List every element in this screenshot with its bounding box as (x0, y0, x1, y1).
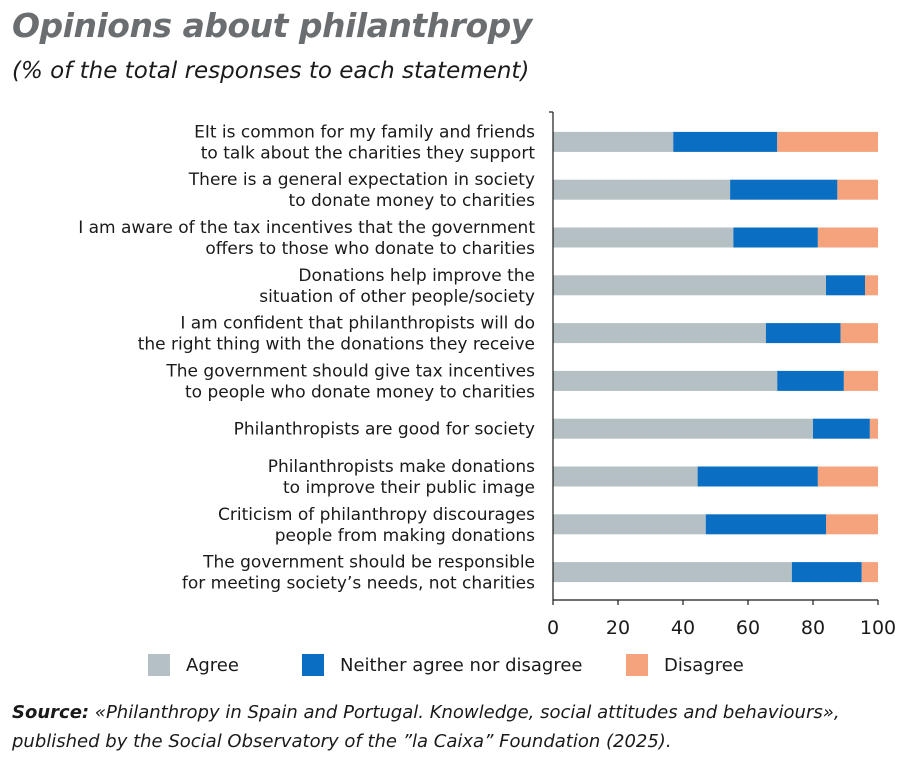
x-tick-label-0: 0 (547, 617, 559, 639)
bar-agree-9 (553, 562, 792, 583)
bar-disagree-6 (869, 418, 878, 439)
bar-neutral-1 (730, 179, 838, 200)
bar-disagree-2 (817, 227, 878, 248)
bar-neutral-4 (765, 323, 841, 344)
legend: Agree Neither agree nor disagree Disagre… (0, 654, 900, 680)
bar-disagree-3 (865, 275, 878, 296)
bar-agree-5 (553, 370, 778, 391)
legend-item-agree: Agree (148, 654, 239, 676)
category-label-9: The government should be responsible for … (182, 553, 535, 594)
legend-swatch-agree (148, 654, 170, 676)
stacked-bar-chart: EIt is common for my family and friends t… (78, 111, 896, 639)
bar-neutral-7 (697, 466, 818, 487)
bar-agree-8 (553, 514, 706, 535)
legend-item-disagree: Disagree (626, 654, 744, 676)
x-tick-label-4: 80 (801, 617, 825, 639)
source-text: «Philanthropy in Spain and Portugal. Kno… (12, 702, 840, 752)
category-label-3: Donations help improve the situation of o… (259, 266, 535, 307)
legend-label-disagree: Disagree (664, 654, 744, 676)
bar-agree-7 (553, 466, 698, 487)
bar-neutral-3 (826, 275, 865, 296)
category-label-7: Philanthropists make donations to improve… (268, 457, 535, 498)
bar-disagree-5 (843, 370, 878, 391)
legend-label-neutral: Neither agree nor disagree (340, 654, 583, 676)
legend-swatch-neutral (302, 654, 324, 676)
source-note: Source: «Philanthropy in Spain and Portu… (12, 698, 892, 756)
bar-agree-4 (553, 323, 766, 344)
category-label-6: Philanthropists are good for society (234, 420, 535, 440)
bar-disagree-7 (817, 466, 878, 487)
bar-agree-2 (553, 227, 734, 248)
bar-agree-1 (553, 179, 731, 200)
bar-neutral-5 (777, 370, 844, 391)
legend-swatch-disagree (626, 654, 648, 676)
bar-agree-6 (553, 418, 813, 439)
category-label-4: I am confident that philanthropists will… (138, 314, 535, 355)
bar-disagree-1 (837, 179, 878, 200)
legend-label-agree: Agree (186, 654, 239, 676)
bar-agree-3 (553, 275, 826, 296)
bar-disagree-0 (777, 131, 878, 152)
source-label: Source: (12, 702, 90, 723)
chart-title: Opinions about philanthropy (12, 6, 532, 45)
x-tick-label-5: 100 (860, 617, 896, 639)
bar-disagree-8 (826, 514, 878, 535)
category-label-8: Criticism of philanthropy discourages peo… (218, 505, 535, 546)
chart-subtitle: (% of the total responses to each statem… (12, 58, 530, 84)
x-tick-label-1: 20 (606, 617, 630, 639)
bar-neutral-2 (733, 227, 818, 248)
category-label-2: I am aware of the tax incentives that th… (78, 218, 535, 259)
x-tick-label-3: 60 (736, 617, 760, 639)
bar-neutral-8 (705, 514, 826, 535)
bar-neutral-6 (813, 418, 870, 439)
category-label-1: There is a general expectation in societ… (188, 170, 535, 211)
x-tick-label-2: 40 (671, 617, 695, 639)
bar-neutral-0 (673, 131, 778, 152)
bar-agree-0 (553, 131, 674, 152)
legend-item-neutral: Neither agree nor disagree (302, 654, 583, 676)
category-label-5: The government should give tax incentive… (165, 361, 535, 402)
bar-disagree-9 (861, 562, 878, 583)
bar-neutral-9 (791, 562, 862, 583)
category-label-0: EIt is common for my family and friends t… (194, 122, 535, 163)
bar-disagree-4 (840, 323, 878, 344)
